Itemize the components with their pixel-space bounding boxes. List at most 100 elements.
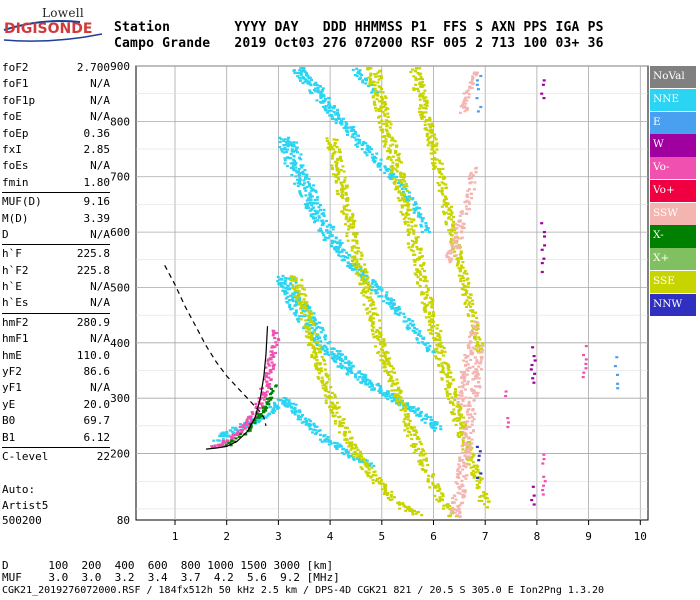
echo-point <box>344 255 347 259</box>
echo-point <box>299 307 303 310</box>
echo-point <box>316 369 320 372</box>
echo-point <box>378 476 382 480</box>
echo-point <box>459 105 463 108</box>
echo-point <box>296 289 300 292</box>
echo-point <box>430 305 434 309</box>
echo-point <box>372 279 376 282</box>
echo-point <box>459 406 463 409</box>
echo-point <box>461 448 465 451</box>
echo-point <box>422 262 426 265</box>
echo-point <box>438 338 442 341</box>
logo-lowell-text: Lowell <box>42 6 85 20</box>
echo-point <box>449 252 453 255</box>
echo-point <box>393 182 397 185</box>
echo-point <box>472 72 476 75</box>
echo-point <box>307 197 311 200</box>
echo-point <box>476 476 480 479</box>
echo-point <box>465 410 469 413</box>
param-value: 225.8 <box>76 247 110 261</box>
echo-point <box>261 393 265 396</box>
echo-point <box>289 162 293 165</box>
echo-point <box>445 254 449 257</box>
echo-point <box>418 107 422 110</box>
echo-point <box>461 437 465 440</box>
echo-point <box>463 293 467 296</box>
echo-point <box>329 226 333 229</box>
echo-point <box>328 406 332 409</box>
param-value: 86.6 <box>83 365 111 379</box>
echo-point <box>318 368 322 371</box>
echo-point <box>387 147 391 150</box>
echo-point <box>335 401 339 404</box>
echo-point <box>457 419 461 422</box>
echo-point <box>472 430 475 433</box>
echo-point <box>458 465 462 468</box>
echo-point <box>373 87 377 90</box>
echo-point <box>378 385 382 388</box>
echo-point <box>466 441 470 444</box>
echo-point <box>335 169 339 172</box>
echo-point <box>264 416 268 419</box>
echo-point <box>356 71 360 74</box>
echo-point <box>418 454 422 457</box>
echo-point <box>278 141 282 144</box>
echo-point <box>303 313 306 316</box>
echo-point <box>303 324 307 327</box>
echo-point <box>358 141 362 144</box>
echo-point <box>337 247 340 250</box>
echo-point <box>345 448 349 451</box>
echo-point <box>467 188 471 191</box>
echo-point <box>431 483 435 486</box>
echo-point <box>440 378 444 381</box>
echo-point <box>367 382 371 385</box>
echo-point <box>456 401 460 404</box>
echo-point <box>422 92 425 95</box>
echo-point <box>318 321 321 324</box>
echo-point <box>543 244 547 247</box>
echo-point <box>303 80 307 83</box>
echo-point <box>364 383 368 386</box>
echo-point <box>362 141 366 144</box>
echo-point <box>435 148 439 151</box>
echo-point <box>413 263 417 267</box>
echo-point <box>290 275 293 278</box>
echo-point <box>454 481 458 484</box>
echo-point <box>313 364 317 367</box>
echo-point <box>345 232 349 235</box>
echo-point <box>424 96 428 99</box>
echo-point <box>368 79 372 82</box>
echo-point <box>303 70 307 74</box>
echo-point <box>422 449 425 452</box>
echo-point <box>356 378 360 381</box>
echo-point <box>354 272 358 275</box>
echo-point <box>363 459 367 462</box>
echo-point <box>324 399 328 402</box>
echo-point <box>403 405 407 408</box>
echo-point <box>338 424 341 428</box>
echo-point <box>470 389 474 392</box>
echo-point <box>372 317 375 320</box>
echo-point <box>450 218 454 221</box>
echo-point <box>347 456 351 459</box>
echo-point <box>298 156 301 159</box>
echo-point <box>309 319 313 322</box>
echo-point <box>475 375 479 378</box>
echo-point <box>268 396 272 400</box>
echo-point <box>286 138 290 141</box>
echo-point <box>331 228 335 231</box>
echo-point <box>411 513 415 516</box>
echo-point <box>298 177 302 180</box>
echo-point <box>475 326 479 329</box>
echo-point <box>283 162 287 165</box>
echo-point <box>468 404 472 407</box>
echo-point <box>467 463 471 466</box>
echo-point <box>392 177 396 180</box>
echo-point <box>341 185 345 188</box>
echo-point <box>357 70 361 73</box>
echo-point <box>367 76 371 79</box>
echo-point <box>332 353 336 356</box>
echo-point <box>476 381 480 384</box>
echo-point <box>467 402 471 405</box>
echo-point <box>257 416 261 419</box>
echo-point <box>308 194 312 197</box>
